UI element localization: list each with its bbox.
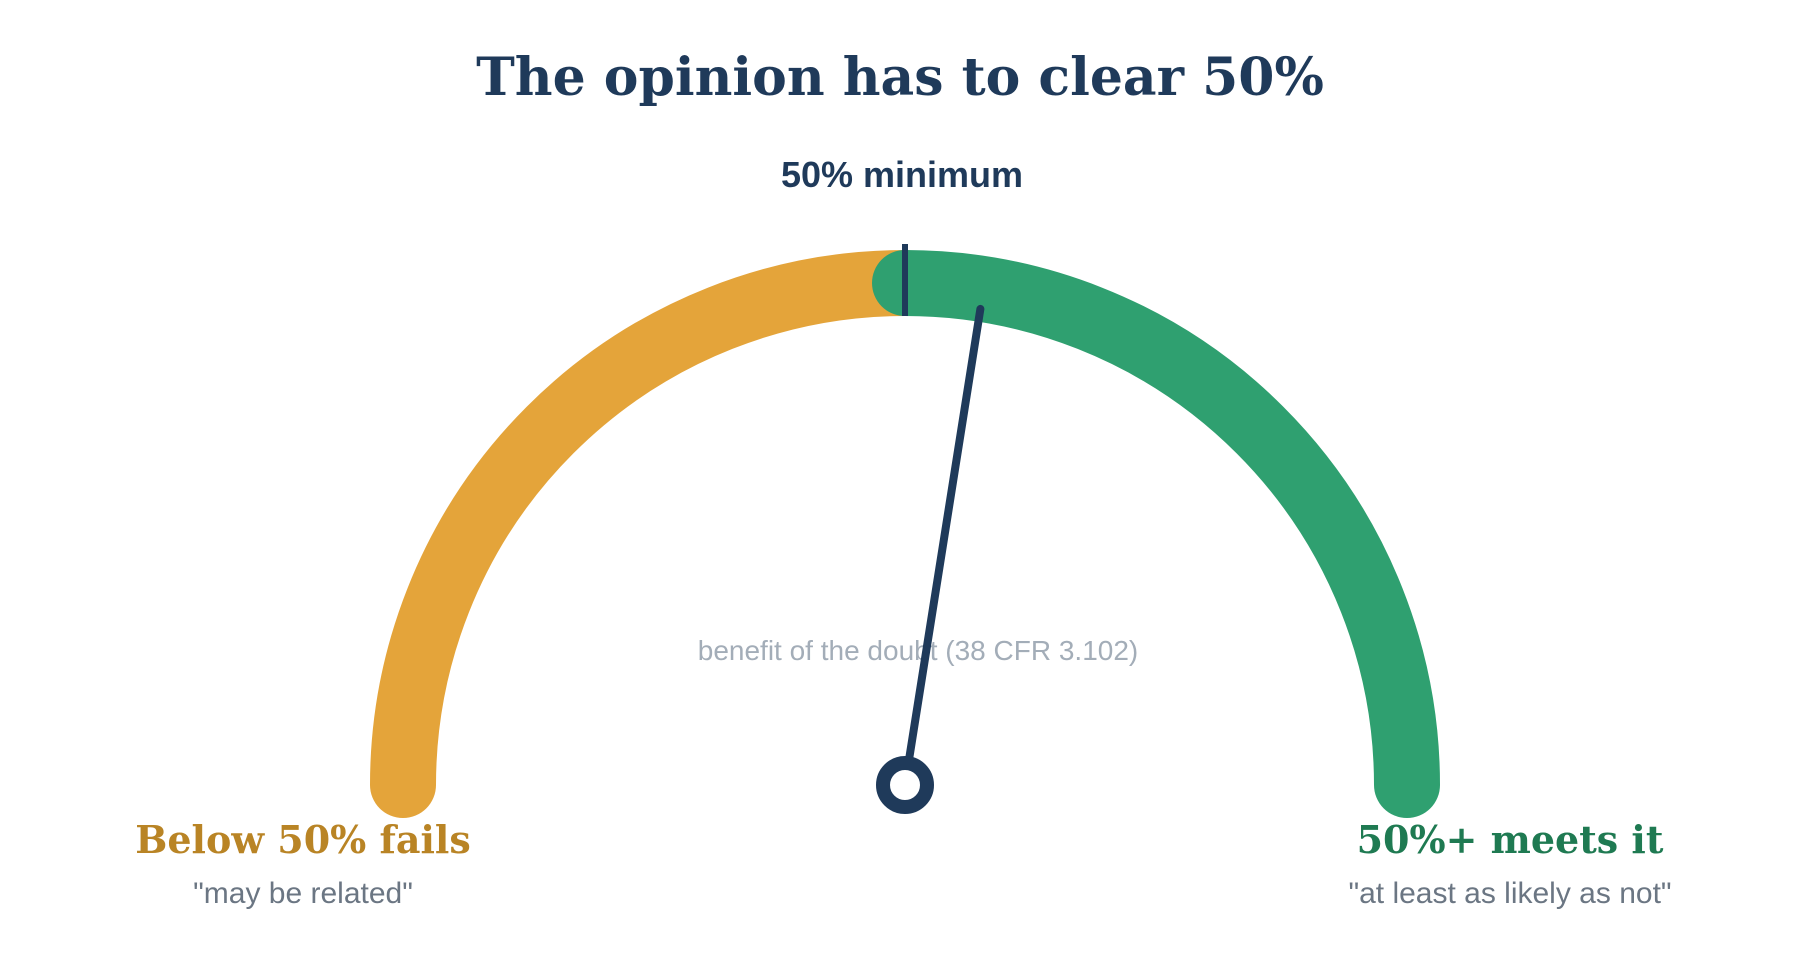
above-zone-quote: "at least as likely as not" [1348,877,1671,910]
below-zone-quote: "may be related" [193,877,413,910]
threshold-label: 50% minimum [781,154,1023,195]
gauge-needle [901,304,985,789]
below-threshold-arc [370,250,938,818]
center-note: benefit of the doubt (38 CFR 3.102) [698,635,1139,666]
needle-hub [876,756,934,814]
above-threshold-arc [872,250,1440,818]
below-zone-heading: Below 50% fails [135,817,470,862]
page-title: The opinion has to clear 50% [476,47,1324,108]
above-zone-heading: 50%+ meets it [1357,817,1664,862]
